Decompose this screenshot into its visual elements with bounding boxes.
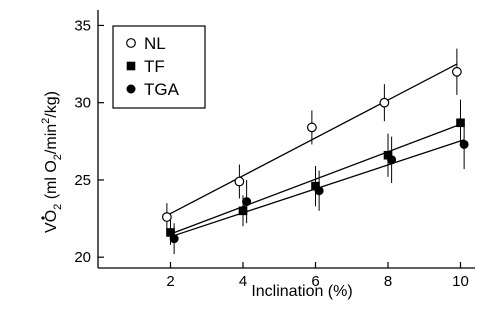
point-tf <box>238 206 248 216</box>
legend: NL TF TGA <box>112 25 206 109</box>
point-tga <box>314 186 324 196</box>
y-tick-label: 35 <box>74 17 91 34</box>
x-axis-title: Inclination (%) <box>251 283 352 300</box>
legend-label-tga: TGA <box>144 80 180 99</box>
legend-label-tf: TF <box>144 57 165 76</box>
point-nl <box>234 176 245 187</box>
legend-label-nl: NL <box>144 34 166 53</box>
point-tf <box>456 118 465 128</box>
point-tga <box>169 234 179 244</box>
point-tga <box>242 197 252 207</box>
fit-lines <box>166 63 465 237</box>
point-tf <box>166 228 175 237</box>
y-axis-title-o: O <box>43 210 60 222</box>
v-dot-mark <box>41 216 45 220</box>
legend-marker-tga <box>126 84 136 94</box>
x-tick-label: 4 <box>239 273 247 290</box>
point-tf <box>383 150 393 160</box>
y-tick-label: 30 <box>74 95 91 112</box>
x-tick-label: 6 <box>311 273 319 290</box>
y-axis-title-mid: (ml O <box>43 160 60 204</box>
y-axis-title-end: /kg) <box>43 91 60 118</box>
x-tick-label: 2 <box>166 273 174 290</box>
point-nl <box>379 97 390 108</box>
y-tick-label: 20 <box>74 249 91 266</box>
x-tick-label: 8 <box>384 273 392 290</box>
ticks: 2 4 6 8 10 20 25 30 35 <box>74 17 469 290</box>
y-axis-title-sub2: 2 <box>52 154 64 160</box>
data-points <box>161 48 469 255</box>
y-axis-title-group: VO2 (ml O2/min2/kg) <box>40 91 64 233</box>
y-axis-title-min: /min <box>43 124 60 154</box>
x-tick-label: 10 <box>452 273 469 290</box>
point-nl <box>451 66 462 77</box>
y-axis-title: VO2 (ml O2/min2/kg) <box>40 91 64 233</box>
legend-marker-tf <box>126 61 136 71</box>
point-tga <box>459 139 469 149</box>
point-nl <box>161 212 172 222</box>
y-axis-title-sub1: 2 <box>52 204 64 210</box>
point-nl <box>306 122 317 133</box>
y-axis-title-v: V <box>43 222 60 233</box>
legend-marker-nl <box>126 38 136 48</box>
y-tick-label: 25 <box>74 172 91 189</box>
axes <box>97 10 475 269</box>
y-axis-title-sup: 2 <box>40 118 52 124</box>
point-tga <box>387 155 397 165</box>
point-tf <box>311 181 320 191</box>
